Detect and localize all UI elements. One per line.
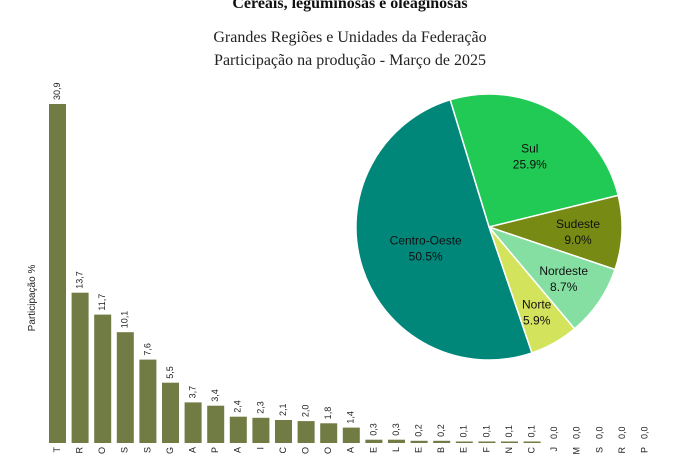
bar-category-label: O [97, 447, 107, 454]
bar-value-label: 0,0 [594, 426, 604, 439]
bar-pb [433, 440, 451, 443]
bar-category-label: E [413, 447, 423, 453]
bar-category-label: S [142, 447, 152, 453]
bar-category-label: A [233, 447, 243, 453]
bar-category-label: O [300, 447, 310, 454]
bar-category-label: E [368, 447, 378, 453]
bar-ce [455, 441, 473, 443]
chart-subtitle-regions: Grandes Regiões e Unidades da Federação [213, 29, 486, 46]
bar-value-label: 30,9 [52, 82, 62, 100]
bar-al [388, 439, 405, 443]
bar-pi [252, 417, 270, 443]
bar-sc [275, 420, 292, 443]
bar-value-label: 2,0 [300, 405, 310, 418]
pie-slice-label: Nordeste [539, 264, 588, 278]
pie-slice-centro-oeste [355, 98, 533, 361]
bar-value-label: 0,0 [549, 426, 559, 439]
pie-chart: Sul 25.9% Sudeste 9.0% Nordeste 8.7% Norte 5.9%… [355, 93, 623, 361]
pie-slice-label: Norte [522, 298, 552, 312]
bar-value-label: 7,6 [142, 343, 152, 356]
pie-slice-percent: 50.5% [409, 249, 443, 263]
bar-value-label: 0,0 [572, 426, 582, 439]
bar-value-label: 0,1 [504, 425, 514, 438]
bar-value-label: 2,3 [255, 401, 265, 414]
bar-category-label: M [572, 447, 582, 454]
bar-value-label: 10,1 [120, 311, 130, 329]
bar-category-label: N [504, 447, 514, 454]
bar-category-label: F [481, 447, 491, 453]
bar-category-label: I [255, 447, 265, 450]
bar-sp [207, 405, 225, 443]
pie-slice-percent: 8.7% [550, 280, 578, 294]
bar-df [478, 441, 496, 443]
bar-to [297, 421, 315, 443]
bar-pe [410, 440, 428, 443]
bar-mg [162, 382, 179, 443]
bar-rn [501, 441, 518, 443]
bar-category-label: S [120, 447, 130, 453]
bar-value-label: 1,8 [323, 407, 333, 420]
bar-se [365, 439, 383, 443]
bar-value-label: 0,1 [459, 425, 469, 438]
bar-value-label: 5,5 [165, 366, 175, 379]
pie-slice-percent: 5.9% [523, 314, 551, 328]
bar-value-label: 2,1 [278, 403, 288, 416]
bar-category-label: O [323, 447, 333, 454]
bar-value-label: 0,2 [413, 424, 423, 437]
bar-category-label: L [391, 447, 401, 452]
bar-ac [523, 441, 541, 443]
bar-ro [320, 423, 338, 443]
bar-category-label: T [52, 447, 62, 453]
bar-category-label: G [165, 447, 175, 454]
bar-value-label: 3,7 [187, 386, 197, 399]
bar-category-label: A [346, 447, 356, 453]
bar-category-label: A [187, 447, 197, 453]
y-axis-label: Participação % [27, 265, 38, 332]
bar-category-label: J [549, 447, 559, 452]
bar-value-label: 0,0 [617, 426, 627, 439]
bar-pr [71, 292, 89, 443]
pie-slice-label: Sudeste [556, 217, 600, 231]
bar-value-label: 1,4 [346, 411, 356, 424]
bar-ma [229, 416, 247, 443]
bar-value-label: 3,4 [210, 389, 220, 402]
bar-category-label: P [210, 447, 220, 453]
bar-ba [184, 402, 202, 443]
bar-category-label: E [459, 447, 469, 453]
chart-title: Cereais, leguminosas e oleaginosas [232, 0, 467, 12]
bar-rs [116, 332, 134, 443]
bar-mt [49, 104, 66, 443]
bar-value-label: 0,1 [481, 425, 491, 438]
bar-chart: 30,9 T 13,7 R 11,7 O 10,1 S 7,6 S 5,5 G 3,7 A 3,4 P 2,4 A… [49, 82, 649, 454]
bar-value-label: 0,2 [436, 424, 446, 437]
bar-category-label: C [526, 447, 536, 454]
bar-value-label: 0,3 [391, 423, 401, 436]
bar-category-label: B [436, 447, 446, 453]
bar-category-label: C [278, 447, 288, 454]
pie-slice-sul [449, 93, 620, 228]
bar-pa [342, 427, 360, 443]
bar-ms [139, 359, 157, 443]
pie-slice-percent: 25.9% [513, 157, 547, 171]
bar-go [94, 314, 112, 443]
bar-category-label: S [594, 447, 604, 453]
pie-slice-percent: 9.0% [564, 233, 592, 247]
bar-value-label: 13,7 [74, 271, 84, 289]
bar-value-label: 0,3 [368, 423, 378, 436]
bar-value-label: 2,4 [233, 400, 243, 413]
chart-subtitle-period: Participação na produção - Março de 2025 [214, 52, 486, 69]
bar-value-label: 0,0 [639, 426, 649, 439]
bar-category-label: R [617, 447, 627, 454]
pie-slice-label: Centro-Oeste [390, 233, 462, 247]
bar-value-label: 0,1 [526, 425, 536, 438]
pie-slice-label: Sul [521, 141, 538, 155]
bar-category-label: P [639, 447, 649, 453]
bar-value-label: 11,7 [97, 294, 107, 311]
bar-category-label: R [74, 447, 84, 454]
